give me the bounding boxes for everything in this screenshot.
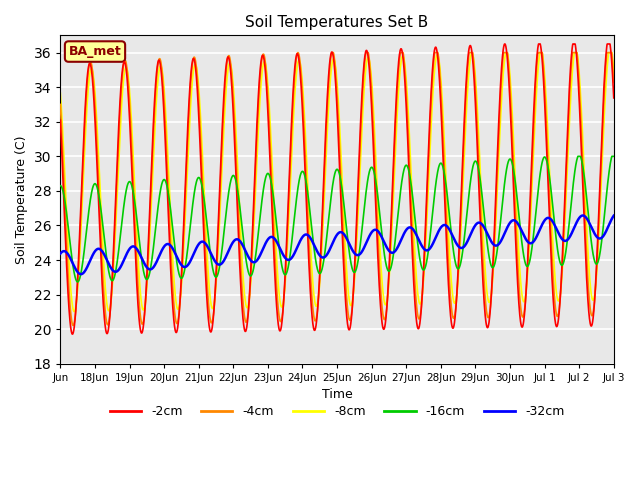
X-axis label: Time: Time	[322, 388, 353, 401]
Title: Soil Temperatures Set B: Soil Temperatures Set B	[245, 15, 429, 30]
Text: BA_met: BA_met	[68, 45, 122, 58]
Legend: -2cm, -4cm, -8cm, -16cm, -32cm: -2cm, -4cm, -8cm, -16cm, -32cm	[105, 400, 570, 423]
Y-axis label: Soil Temperature (C): Soil Temperature (C)	[15, 135, 28, 264]
